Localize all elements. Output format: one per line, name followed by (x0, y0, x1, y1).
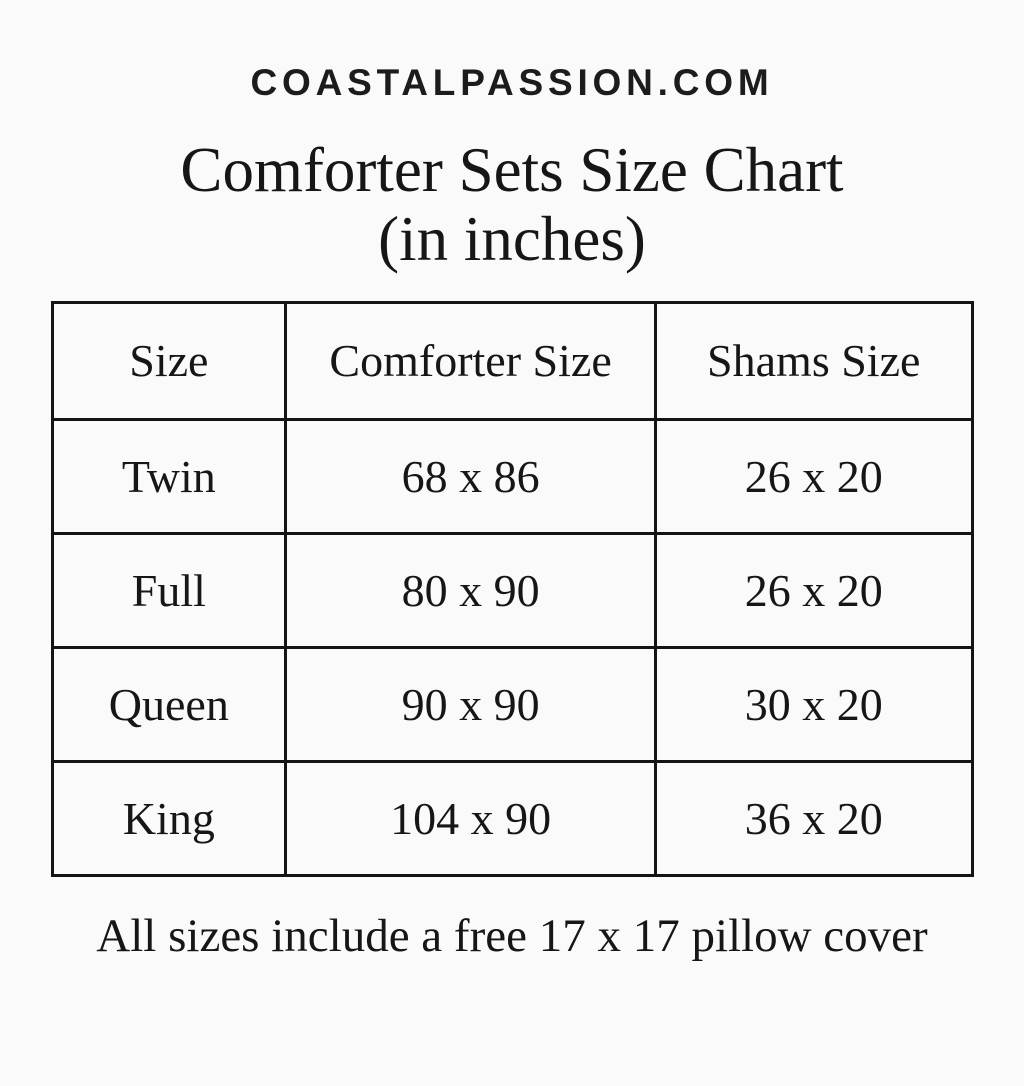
shams-size-cell: 30 x 20 (654, 645, 974, 763)
page-title: Comforter Sets Size Chart (in inches) (0, 135, 1024, 275)
size-cell: Twin (50, 417, 288, 535)
size-cell: Queen (50, 645, 288, 763)
size-cell: Full (50, 531, 288, 649)
shams-size-cell: 26 x 20 (654, 531, 974, 649)
table-row-queen: Queen 90 x 90 30 x 20 (50, 645, 974, 763)
table-row-full: Full 80 x 90 26 x 20 (50, 531, 974, 649)
table-row-king: King 104 x 90 36 x 20 (50, 759, 974, 877)
header-row: Size Comforter Size Shams Size (50, 300, 974, 421)
page-title-line2: (in inches) (378, 204, 646, 275)
table-row-twin: Twin 68 x 86 26 x 20 (50, 417, 974, 535)
comforter-size-cell: 104 x 90 (284, 759, 657, 877)
column-header-shams-size: Shams Size (654, 300, 974, 421)
comforter-size-cell: 90 x 90 (284, 645, 657, 763)
footer-note: All sizes include a free 17 x 17 pillow … (96, 909, 928, 962)
size-chart-table: Size Comforter Size Shams Size Twin 68 x… (50, 300, 974, 877)
page-title-line1: Comforter Sets Size Chart (180, 135, 844, 205)
comforter-size-cell: 80 x 90 (284, 531, 657, 649)
comforter-size-cell: 68 x 86 (284, 417, 657, 535)
column-header-size: Size (50, 300, 288, 421)
size-cell: King (50, 759, 288, 877)
site-name: COASTALPASSION.COM (250, 62, 774, 103)
column-header-comforter-size: Comforter Size (284, 300, 657, 421)
shams-size-cell: 26 x 20 (654, 417, 974, 535)
shams-size-cell: 36 x 20 (654, 759, 974, 877)
